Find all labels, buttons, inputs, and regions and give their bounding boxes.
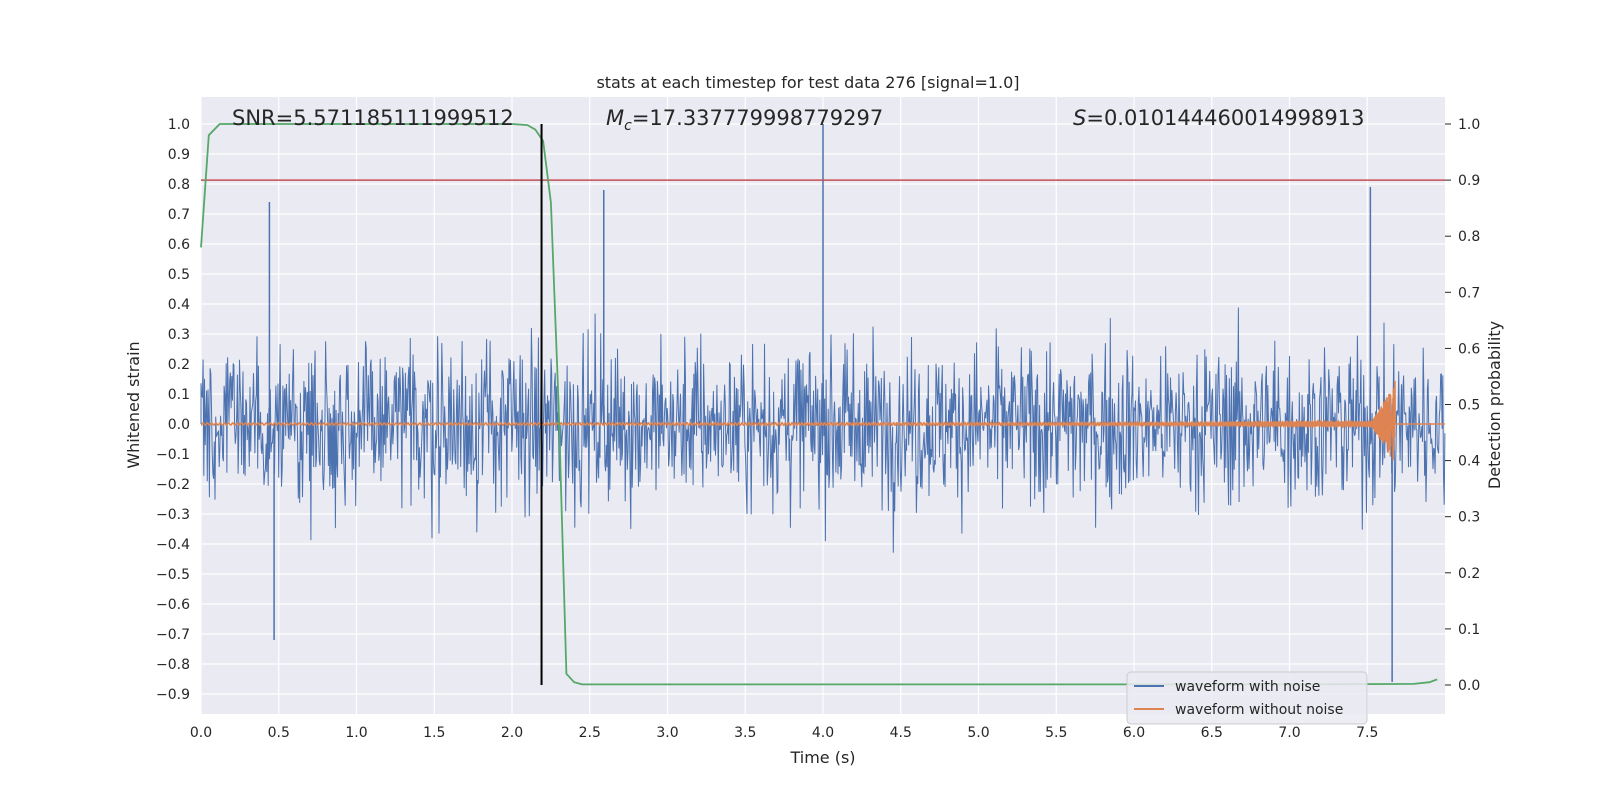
- x-tick-label: 0.5: [268, 725, 290, 741]
- x-tick-label: 1.0: [345, 725, 367, 741]
- y-tick-label: −0.2: [156, 477, 190, 493]
- y-axis-label: Whitened strain: [124, 341, 143, 468]
- mc-value: =17.337779998779297: [632, 106, 883, 130]
- x-tick-label: 3.5: [734, 725, 756, 741]
- x-tick-label: 4.0: [812, 725, 834, 741]
- y2-tick-label: 0.0: [1458, 678, 1480, 694]
- snr-annotation: SNR=5.571185111999512: [232, 106, 514, 130]
- x-tick-label: 6.5: [1201, 725, 1223, 741]
- x-tick-label: 2.5: [579, 725, 601, 741]
- legend: waveform with noise waveform without noi…: [1126, 671, 1368, 725]
- x-axis-label: Time (s): [789, 748, 855, 767]
- noise-waveform: [200, 124, 1446, 682]
- y2-tick-label: 0.2: [1458, 566, 1480, 582]
- y-axis-ticks: 1.0 0.9 0.8 0.7 0.6 0.5 0.4 0.3 0.2 0.1 0.0 −0.1 −0.…: [156, 117, 190, 703]
- y-tick-label: 0.5: [168, 267, 190, 283]
- x-tick-label: 5.0: [967, 725, 989, 741]
- noise-trace: [200, 307, 1446, 553]
- y-tick-label: 0.7: [168, 207, 190, 223]
- y2-tick-label: 0.3: [1458, 510, 1480, 526]
- s-value: =0.010144460014998913: [1086, 106, 1364, 130]
- x-tick-label: 6.0: [1123, 725, 1145, 741]
- y-tick-label: 0.6: [168, 237, 190, 253]
- x-tick-label: 7.0: [1278, 725, 1300, 741]
- s-symbol: S: [1073, 106, 1086, 130]
- y2-tick-label: 0.5: [1458, 398, 1480, 414]
- y2-tick-label: 0.1: [1458, 622, 1480, 638]
- y-tick-label: 0.8: [168, 177, 190, 193]
- y2-tick-label: 0.6: [1458, 341, 1480, 357]
- y2-tick-label: 0.8: [1458, 229, 1480, 245]
- x-tick-label: 4.5: [890, 725, 912, 741]
- y-tick-label: 0.2: [168, 357, 190, 373]
- legend-label-signal: waveform without noise: [1175, 702, 1343, 718]
- y-tick-label: −0.8: [156, 657, 190, 673]
- y-tick-label: 1.0: [168, 117, 190, 133]
- legend-label-noise: waveform with noise: [1175, 679, 1320, 695]
- y-tick-label: −0.3: [156, 507, 190, 523]
- x-tick-label: 2.0: [501, 725, 523, 741]
- y-tick-label: −0.4: [156, 537, 190, 553]
- y2-tick-label: 0.4: [1458, 454, 1480, 470]
- y-tick-label: −0.5: [156, 567, 190, 583]
- mc-symbol: M: [606, 106, 624, 130]
- x-tick-label: 3.0: [656, 725, 678, 741]
- y-tick-label: 0.1: [168, 387, 190, 403]
- y2-axis-label: Detection probability: [1485, 321, 1504, 489]
- signal-waveform: [200, 381, 1445, 461]
- chart-title: stats at each timestep for test data 276…: [596, 73, 1019, 92]
- y-tick-label: −0.1: [156, 447, 190, 463]
- legend-box: [1126, 671, 1368, 725]
- y2-tick-label: 0.9: [1458, 173, 1480, 189]
- y-tick-label: −0.6: [156, 597, 190, 613]
- x-tick-label: 7.5: [1356, 725, 1378, 741]
- y-tick-label: −0.7: [156, 627, 190, 643]
- signal-trace: [200, 381, 1445, 461]
- s-annotation: S=0.010144460014998913: [1073, 106, 1364, 130]
- y-tick-label: 0.9: [168, 147, 190, 163]
- y-tick-label: 0.4: [168, 297, 190, 313]
- y-tick-label: 0.0: [168, 417, 190, 433]
- y2-axis-ticks: 1.0 0.9 0.8 0.7 0.6 0.5 0.4 0.3 0.2 0.1 0.0: [1445, 117, 1480, 694]
- y-tick-label: −0.9: [156, 687, 190, 703]
- x-tick-label: 5.5: [1045, 725, 1067, 741]
- x-axis-ticks: 0.0 0.5 1.0 1.5 2.0 2.5 3.0 3.5 4.0 4.5 5.0 5.5 6.0 6…: [190, 725, 1379, 741]
- y2-tick-label: 1.0: [1458, 117, 1480, 133]
- y2-tick-label: 0.7: [1458, 285, 1480, 301]
- mc-subscript: c: [624, 118, 632, 134]
- x-tick-label: 0.0: [190, 725, 212, 741]
- y-tick-label: 0.3: [168, 327, 190, 343]
- chirp-mass-annotation: Mc=17.337779998779297: [606, 106, 883, 134]
- x-tick-label: 1.5: [423, 725, 445, 741]
